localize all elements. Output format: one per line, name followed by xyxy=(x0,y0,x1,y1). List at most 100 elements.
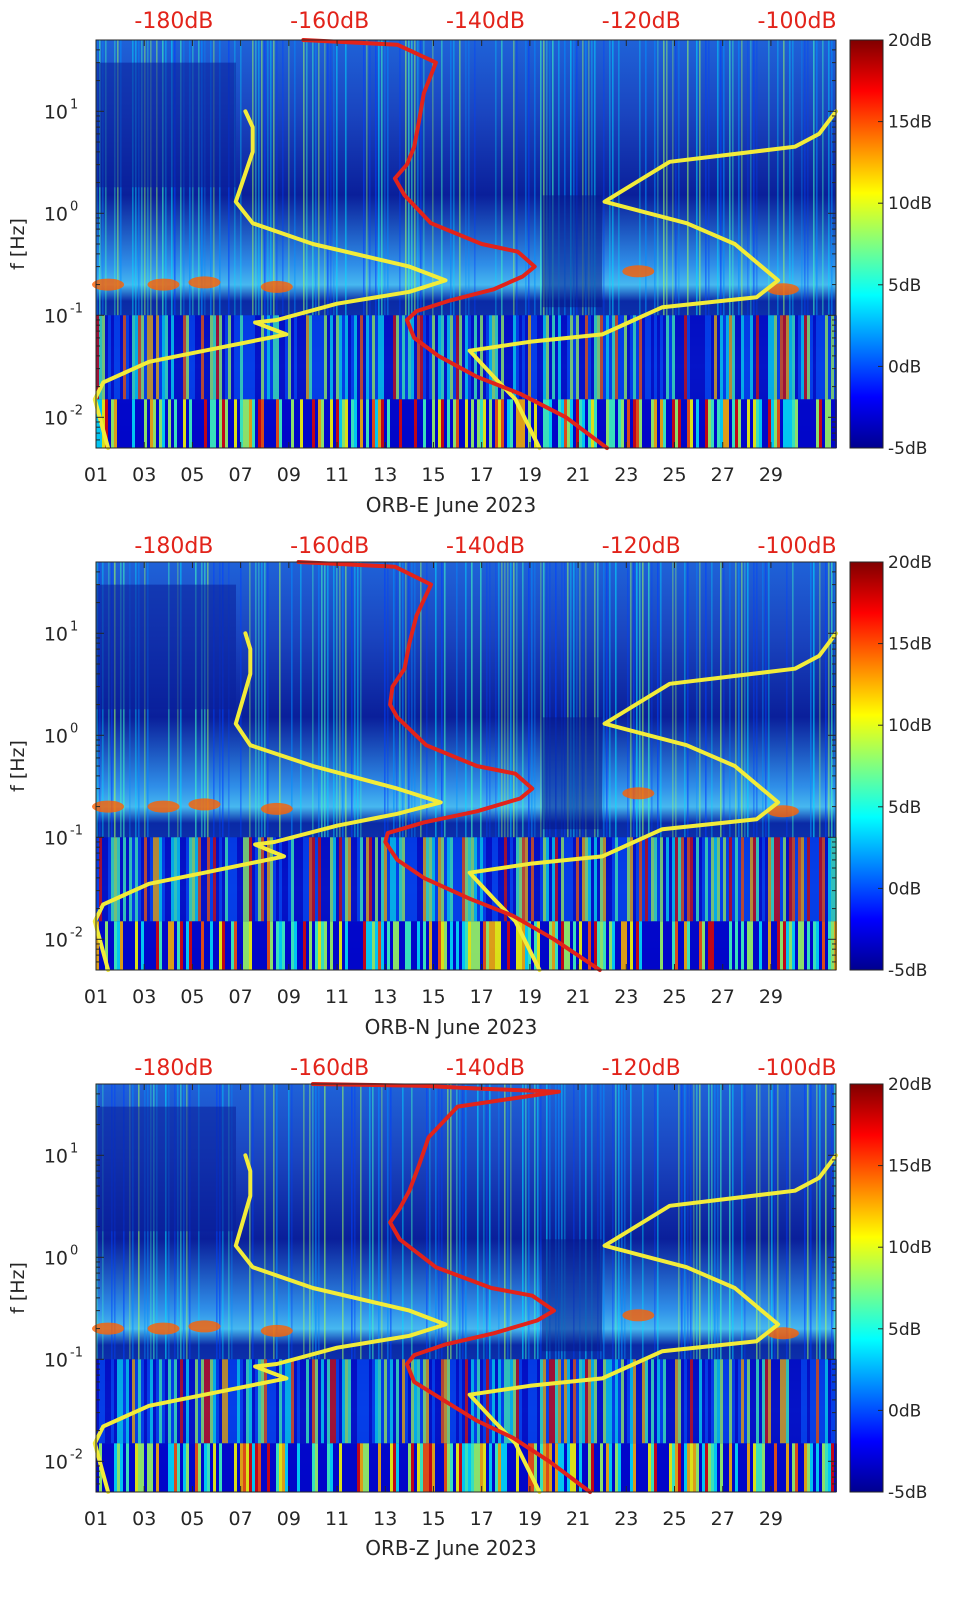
streak-bottom xyxy=(708,1443,711,1492)
streak-bottom xyxy=(396,921,399,970)
streak-bottom xyxy=(456,921,459,970)
streak-bottom xyxy=(330,921,333,970)
streak xyxy=(324,562,326,838)
streak-low xyxy=(351,1359,354,1444)
streak-bottom xyxy=(171,399,174,448)
streak-bottom xyxy=(246,1443,249,1492)
streak-low xyxy=(438,837,441,922)
streak-bottom xyxy=(543,921,546,970)
streak-bottom xyxy=(792,1443,795,1492)
streak-low xyxy=(738,837,741,922)
streak-bottom xyxy=(252,921,255,970)
streak-bottom xyxy=(603,1443,606,1492)
streak-bottom xyxy=(636,1443,639,1492)
streak-bottom xyxy=(693,399,696,448)
streak-bottom xyxy=(756,399,759,448)
streak-low xyxy=(471,315,474,400)
streak-bottom xyxy=(318,921,321,970)
streak xyxy=(588,40,590,316)
streak-bottom xyxy=(156,399,159,448)
streak-bottom xyxy=(438,399,441,448)
streak-bottom xyxy=(192,1443,195,1492)
streak xyxy=(336,40,338,316)
streak-low xyxy=(705,315,708,400)
y-axis-label: f [Hz] xyxy=(7,218,29,270)
streak-bottom xyxy=(474,921,477,970)
streak-low xyxy=(318,1359,321,1444)
streak-low xyxy=(777,1359,780,1444)
streak-bottom xyxy=(516,1443,519,1492)
streak-bottom xyxy=(513,921,516,970)
streak-bottom xyxy=(237,1443,240,1492)
streak xyxy=(513,562,515,838)
streak-bottom xyxy=(114,921,117,970)
streak-bottom xyxy=(438,921,441,970)
streak-bottom xyxy=(540,399,543,448)
streak-bottom xyxy=(477,399,480,448)
streak-low xyxy=(726,837,729,922)
streak xyxy=(444,562,446,838)
streak-bottom xyxy=(291,1443,294,1492)
x-tick-label: 07 xyxy=(229,986,253,1008)
streak-low xyxy=(666,837,669,922)
streak-low xyxy=(525,837,528,922)
streak-bottom xyxy=(276,921,279,970)
streak-bottom xyxy=(315,399,318,448)
streak-low xyxy=(336,1359,339,1444)
streak-bottom xyxy=(294,921,297,970)
streak-bottom xyxy=(678,1443,681,1492)
streak xyxy=(738,562,740,838)
streak xyxy=(345,562,347,838)
streak xyxy=(342,1084,344,1360)
streak xyxy=(402,1084,404,1360)
streak-low xyxy=(225,837,228,922)
streak xyxy=(261,562,263,838)
streak-low xyxy=(513,315,516,400)
streak-low xyxy=(369,1359,372,1444)
streak-low xyxy=(108,1359,111,1444)
streak-bottom xyxy=(156,1443,159,1492)
streak-bottom xyxy=(108,399,111,448)
streak-bottom xyxy=(240,921,243,970)
streak-bottom xyxy=(588,1443,591,1492)
streak-low xyxy=(483,837,486,922)
streak xyxy=(375,40,377,316)
streak-low xyxy=(189,315,192,400)
streak-low xyxy=(150,1359,153,1444)
streak-bottom xyxy=(606,399,609,448)
streak-bottom xyxy=(486,921,489,970)
streak-bottom xyxy=(405,399,408,448)
streak-bottom xyxy=(228,399,231,448)
streak-low xyxy=(645,837,648,922)
streak xyxy=(396,562,398,838)
streak-low xyxy=(360,837,363,922)
streak-low xyxy=(105,837,108,922)
streak-low xyxy=(363,1359,366,1444)
x-tick-label: 17 xyxy=(470,464,494,486)
streak-low xyxy=(192,1359,195,1444)
streak-low xyxy=(102,1359,105,1444)
streak xyxy=(564,1084,566,1360)
streak-bottom xyxy=(654,1443,657,1492)
streak-bottom xyxy=(615,1443,618,1492)
streak-low xyxy=(117,1359,120,1444)
streak-low xyxy=(285,315,288,400)
streak-low xyxy=(231,315,234,400)
streak xyxy=(465,40,467,316)
streak-bottom xyxy=(582,399,585,448)
streak xyxy=(684,562,686,838)
streak-low xyxy=(207,1359,210,1444)
streak xyxy=(594,562,596,838)
streak xyxy=(816,40,818,316)
streak-low xyxy=(828,837,831,922)
streak-bottom xyxy=(813,399,816,448)
streak-low xyxy=(522,1359,525,1444)
streak-low xyxy=(468,837,471,922)
streak-bottom xyxy=(759,921,762,970)
streak-bottom xyxy=(624,921,627,970)
x-tick-label: 27 xyxy=(711,464,735,486)
streak-low xyxy=(768,1359,771,1444)
streak-low xyxy=(318,315,321,400)
streak-bottom xyxy=(477,921,480,970)
streak-bottom xyxy=(138,1443,141,1492)
